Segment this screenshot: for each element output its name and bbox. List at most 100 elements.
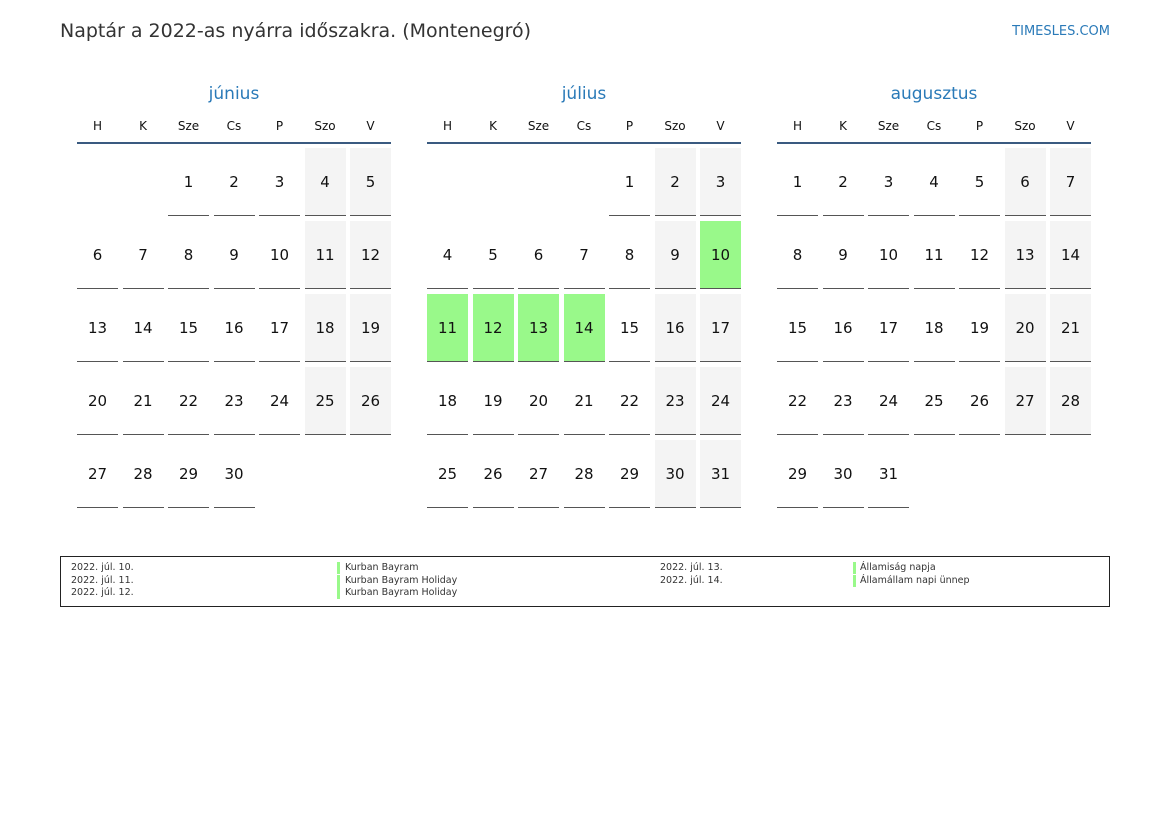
day-cell[interactable]: 1 (609, 148, 650, 216)
day-cell[interactable]: 10 (700, 221, 741, 289)
day-cell[interactable]: 18 (913, 294, 955, 362)
day-cell[interactable]: 13 (77, 294, 118, 362)
day-cell[interactable]: 24 (868, 367, 909, 435)
day-name: H (92, 119, 103, 133)
day-cell[interactable]: 28 (122, 440, 164, 508)
day-cell[interactable]: 21 (1050, 294, 1091, 362)
day-cell[interactable]: 30 (654, 440, 696, 508)
day-cell[interactable]: 7 (122, 221, 164, 289)
day-cell[interactable]: 7 (563, 221, 605, 289)
day-cell[interactable]: 13 (1004, 221, 1046, 289)
month-2: augusztus H K Sze Cs P Szo V 1 2 3 4 5 6 7 8 9 10 11 12 13 14… (777, 84, 1091, 508)
day-cell[interactable]: 2 (213, 148, 255, 216)
day-cell[interactable]: 26 (350, 367, 391, 435)
day-cell[interactable]: 21 (122, 367, 164, 435)
day-cell[interactable]: 27 (1004, 367, 1046, 435)
day-cell[interactable]: 3 (259, 148, 300, 216)
day-cell[interactable]: 27 (77, 440, 118, 508)
day-cell[interactable]: 12 (472, 294, 514, 362)
day-cell[interactable]: 11 (304, 221, 346, 289)
day-cell[interactable]: 4 (913, 148, 955, 216)
day-cell[interactable]: 15 (168, 294, 209, 362)
day-name: V (716, 119, 725, 133)
day-cell[interactable]: 6 (1004, 148, 1046, 216)
day-cell[interactable]: 15 (609, 294, 650, 362)
day-cell[interactable]: 6 (77, 221, 118, 289)
day-cell[interactable]: 28 (563, 440, 605, 508)
day-cell[interactable]: 22 (777, 367, 818, 435)
day-cell[interactable]: 19 (959, 294, 1000, 362)
month-name: július (561, 84, 607, 104)
day-cell[interactable]: 25 (913, 367, 955, 435)
month-0: június H K Sze Cs P Szo V 1 2 3 4 5 6 7 8 9 10 11 12 13 14 15 1… (77, 84, 391, 508)
day-cell[interactable]: 16 (213, 294, 255, 362)
day-cell[interactable]: 29 (168, 440, 209, 508)
day-cell[interactable]: 30 (213, 440, 255, 508)
day-cell[interactable]: 18 (304, 294, 346, 362)
day-cell[interactable]: 19 (350, 294, 391, 362)
day-cell[interactable]: 5 (959, 148, 1000, 216)
day-cell[interactable]: 4 (427, 221, 468, 289)
day-cell[interactable]: 3 (700, 148, 741, 216)
day-cell[interactable]: 27 (518, 440, 559, 508)
day-name: Szo (664, 119, 686, 133)
day-cell[interactable]: 22 (168, 367, 209, 435)
day-names: H K Sze Cs P Szo V (777, 108, 1091, 144)
day-cell[interactable]: 11 (427, 294, 468, 362)
day-cell[interactable]: 1 (777, 148, 818, 216)
day-cell[interactable]: 10 (868, 221, 909, 289)
day-cell[interactable]: 6 (518, 221, 559, 289)
day-cell[interactable]: 1 (168, 148, 209, 216)
day-cell[interactable]: 29 (777, 440, 818, 508)
day-cell[interactable]: 23 (822, 367, 864, 435)
day-cell[interactable]: 5 (472, 221, 514, 289)
day-cell[interactable]: 19 (472, 367, 514, 435)
day-cell[interactable]: 26 (472, 440, 514, 508)
day-cell[interactable]: 14 (563, 294, 605, 362)
day-cell[interactable]: 22 (609, 367, 650, 435)
day-cell[interactable]: 31 (868, 440, 909, 508)
day-cell[interactable]: 14 (122, 294, 164, 362)
day-cell[interactable]: 18 (427, 367, 468, 435)
day-cell[interactable]: 9 (654, 221, 696, 289)
day-cell[interactable]: 5 (350, 148, 391, 216)
day-cell[interactable]: 2 (822, 148, 864, 216)
day-cell[interactable]: 28 (1050, 367, 1091, 435)
day-cell[interactable]: 2 (654, 148, 696, 216)
day-cell[interactable]: 12 (350, 221, 391, 289)
day-cell[interactable]: 9 (213, 221, 255, 289)
day-cell[interactable]: 10 (259, 221, 300, 289)
day-cell[interactable]: 25 (427, 440, 468, 508)
day-cell[interactable]: 24 (259, 367, 300, 435)
day-cell[interactable]: 15 (777, 294, 818, 362)
day-cell[interactable]: 12 (959, 221, 1000, 289)
day-cell[interactable]: 8 (609, 221, 650, 289)
day-cell[interactable]: 11 (913, 221, 955, 289)
day-cell[interactable]: 7 (1050, 148, 1091, 216)
day-cell[interactable]: 20 (518, 367, 559, 435)
day-cell[interactable]: 20 (1004, 294, 1046, 362)
day-cell[interactable]: 8 (168, 221, 209, 289)
day-cell[interactable]: 14 (1050, 221, 1091, 289)
day-cell[interactable]: 16 (822, 294, 864, 362)
day-cell[interactable]: 29 (609, 440, 650, 508)
day-cell[interactable]: 21 (563, 367, 605, 435)
day-cell[interactable]: 17 (259, 294, 300, 362)
day-cell[interactable]: 30 (822, 440, 864, 508)
day-cell[interactable]: 23 (654, 367, 696, 435)
day-cell[interactable]: 25 (304, 367, 346, 435)
day-cell[interactable]: 13 (518, 294, 559, 362)
day-cell[interactable]: 26 (959, 367, 1000, 435)
day-cell[interactable]: 4 (304, 148, 346, 216)
day-cell[interactable]: 20 (77, 367, 118, 435)
day-cell[interactable]: 31 (700, 440, 741, 508)
day-cell[interactable]: 23 (213, 367, 255, 435)
day-cell[interactable]: 24 (700, 367, 741, 435)
day-cell[interactable]: 8 (777, 221, 818, 289)
day-cell[interactable]: 9 (822, 221, 864, 289)
brand-link[interactable]: TIMESLES.COM (1012, 24, 1110, 39)
day-cell[interactable]: 17 (868, 294, 909, 362)
day-cell[interactable]: 17 (700, 294, 741, 362)
day-cell[interactable]: 3 (868, 148, 909, 216)
day-cell[interactable]: 16 (654, 294, 696, 362)
